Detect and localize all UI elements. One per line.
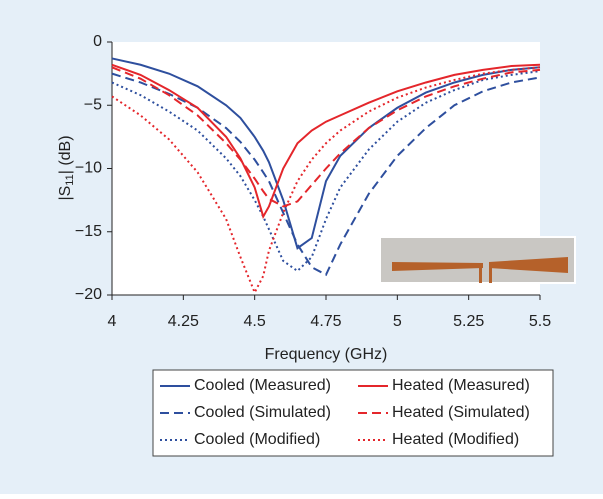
x-tick-label: 5 [393,313,402,330]
series-line [111,66,541,208]
y-label-part: |S [57,186,74,201]
y-tick-label: −20 [75,286,102,303]
legend-label: Heated (Measured) [392,377,530,394]
series-line [111,72,541,277]
inset-photo [379,236,576,284]
y-tick-label: 0 [93,33,102,50]
x-tick-label: 4.5 [244,313,266,330]
x-tick-label: 4.75 [310,313,341,330]
legend-label: Cooled (Simulated) [194,404,331,421]
y-label-part: | (dB) [57,135,74,174]
x-tick-label: 4.25 [168,313,199,330]
x-tick-label: 4 [108,313,117,330]
legend-box [152,369,554,457]
y-tick-label: −10 [75,160,102,177]
legend-label: Heated (Modified) [392,431,519,448]
series-line [111,66,541,295]
series-line [111,57,541,250]
y-tick-label: −15 [75,223,102,240]
x-tick-label: 5.25 [453,313,484,330]
x-axis-label: Frequency (GHz) [265,346,388,363]
x-tick-label: 5.5 [529,313,551,330]
series-line [111,63,541,220]
y-tick-label: −5 [84,96,102,113]
y-label-subscript: 11 [64,174,76,185]
series-line [111,70,541,273]
y-axis-label: |S11| (dB) [57,135,76,200]
legend-label: Heated (Simulated) [392,404,530,421]
legend-label: Cooled (Modified) [194,431,320,448]
legend-label: Cooled (Measured) [194,377,331,394]
